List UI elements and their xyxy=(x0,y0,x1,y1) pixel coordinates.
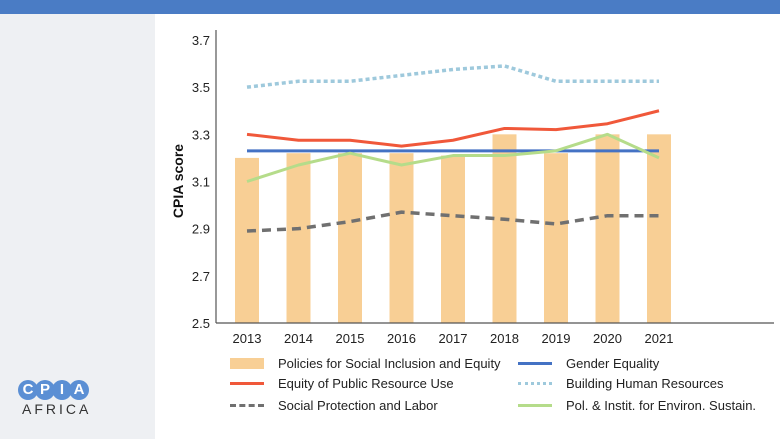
logo-letter: I xyxy=(52,380,72,400)
x-tick-label: 2018 xyxy=(490,331,519,346)
x-tick-label: 2014 xyxy=(284,331,313,346)
legend-label: Policies for Social Inclusion and Equity xyxy=(278,356,501,371)
y-tick-label: 3.1 xyxy=(192,175,210,190)
logo-letter: A xyxy=(69,380,89,400)
legend-label: Pol. & Instit. for Environ. Sustain. xyxy=(566,398,757,413)
legend-item: Gender Equality xyxy=(518,356,659,371)
bar xyxy=(338,153,362,323)
x-tick-label: 2019 xyxy=(542,331,571,346)
series-line xyxy=(246,64,659,89)
x-tick-label: 2015 xyxy=(336,331,365,346)
x-tick-label: 2021 xyxy=(645,331,674,346)
legend-label: Building Human Resources xyxy=(566,376,724,391)
legend-swatch xyxy=(230,404,264,407)
legend-swatch xyxy=(518,382,552,385)
logo-subtitle: AFRICA xyxy=(22,401,92,417)
x-tick-label: 2017 xyxy=(439,331,468,346)
legend-swatch xyxy=(230,358,264,369)
bar xyxy=(492,134,517,323)
legend-swatch xyxy=(518,404,552,407)
bar xyxy=(647,134,671,323)
y-tick-label: 2.5 xyxy=(192,316,210,331)
y-tick-label: 3.3 xyxy=(192,127,210,142)
y-tick-label: 2.7 xyxy=(192,269,210,284)
logo-letter: P xyxy=(35,380,55,400)
y-axis-label: CPIA score xyxy=(170,144,186,218)
series-line xyxy=(246,109,660,148)
legend-swatch xyxy=(230,382,264,385)
bar xyxy=(286,153,311,323)
y-tick-label: 2.9 xyxy=(192,222,210,237)
logo-letter: C xyxy=(18,380,38,400)
legend-label: Equity of Public Resource Use xyxy=(278,376,454,391)
legend-item: Pol. & Instit. for Environ. Sustain. xyxy=(518,398,756,413)
x-tick-label: 2016 xyxy=(387,331,416,346)
bar xyxy=(595,134,620,323)
legend-item: Social Protection and Labor xyxy=(230,398,438,413)
bar xyxy=(235,157,259,323)
legend-label: Gender Equality xyxy=(566,356,660,371)
legend-item: Equity of Public Resource Use xyxy=(230,376,454,391)
x-tick-label: 2020 xyxy=(593,331,622,346)
side-panel xyxy=(0,14,155,439)
top-bar xyxy=(0,0,780,14)
y-tick-label: 3.5 xyxy=(192,80,210,95)
legend-item: Building Human Resources xyxy=(518,376,724,391)
series-line xyxy=(246,132,660,183)
x-tick-label: 2013 xyxy=(233,331,262,346)
bar xyxy=(441,155,465,323)
bar xyxy=(544,153,568,323)
bar xyxy=(389,153,414,323)
series-line xyxy=(246,210,659,233)
legend-item: Policies for Social Inclusion and Equity xyxy=(230,356,501,371)
legend-swatch xyxy=(518,362,552,365)
legend-label: Social Protection and Labor xyxy=(278,398,438,413)
y-tick-label: 3.7 xyxy=(192,33,210,48)
